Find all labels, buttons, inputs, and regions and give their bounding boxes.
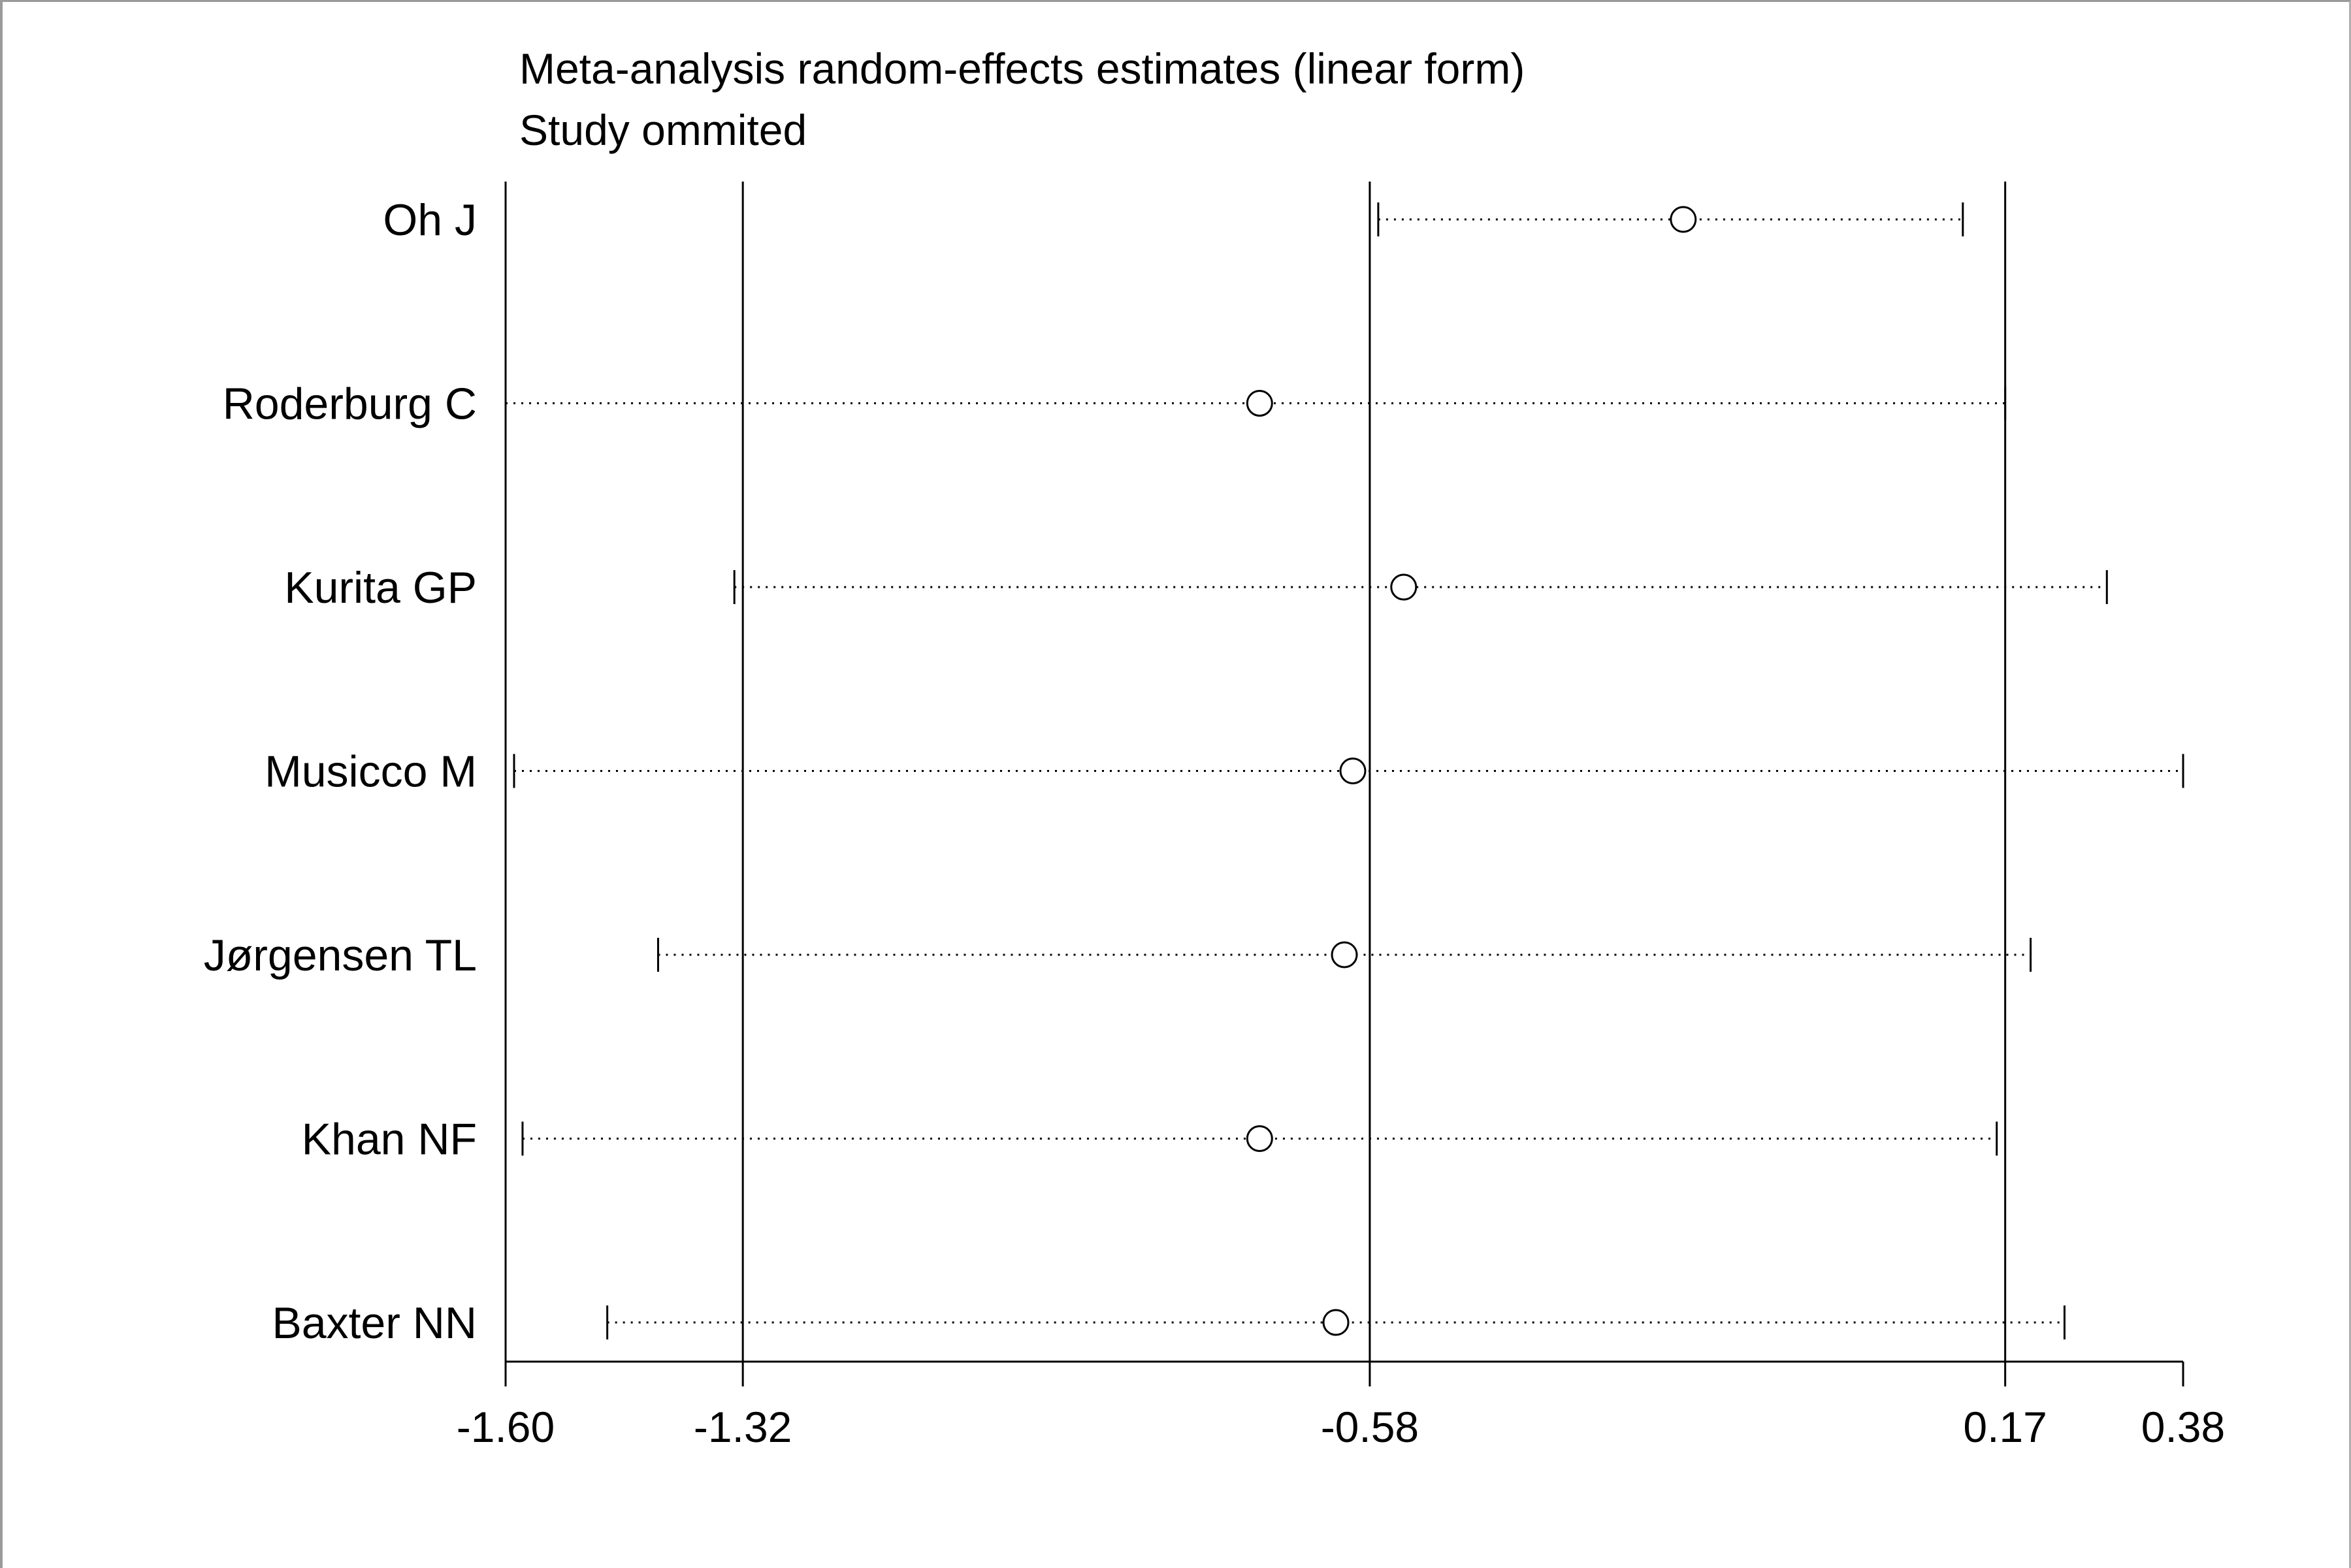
x-tick-label-4: 0.38 xyxy=(2141,1403,2225,1451)
x-tick-label-2: -0.58 xyxy=(1321,1403,1419,1451)
estimate-point-4 xyxy=(1331,941,1358,968)
study-label-3: Musicco M xyxy=(265,747,477,797)
estimate-point-0 xyxy=(1670,206,1697,233)
estimate-point-3 xyxy=(1339,758,1367,784)
study-label-0: Oh J xyxy=(383,195,477,245)
study-label-5: Khan NF xyxy=(302,1115,477,1164)
estimate-point-5 xyxy=(1246,1125,1273,1152)
x-tick-label-1: -1.32 xyxy=(694,1403,792,1451)
study-label-1: Roderburg C xyxy=(223,379,477,429)
estimate-point-6 xyxy=(1322,1309,1350,1336)
chart-title: Meta-analysis random-effects estimates (… xyxy=(519,44,1525,93)
plot-area: -1.60 -1.32 -0.58 0.17 0.38 Oh J Roderburg C Ku… xyxy=(204,182,2225,1451)
study-label-2: Kurita GP xyxy=(284,563,477,613)
estimate-point-1 xyxy=(1246,390,1273,417)
x-tick-label-0: -1.60 xyxy=(457,1403,555,1451)
study-label-6: Baxter NN xyxy=(272,1298,477,1348)
chart-subtitle: Study ommited xyxy=(519,106,807,154)
x-tick-label-3: 0.17 xyxy=(1963,1403,2047,1451)
estimate-point-2 xyxy=(1390,573,1418,601)
study-label-4: Jørgensen TL xyxy=(204,931,477,980)
